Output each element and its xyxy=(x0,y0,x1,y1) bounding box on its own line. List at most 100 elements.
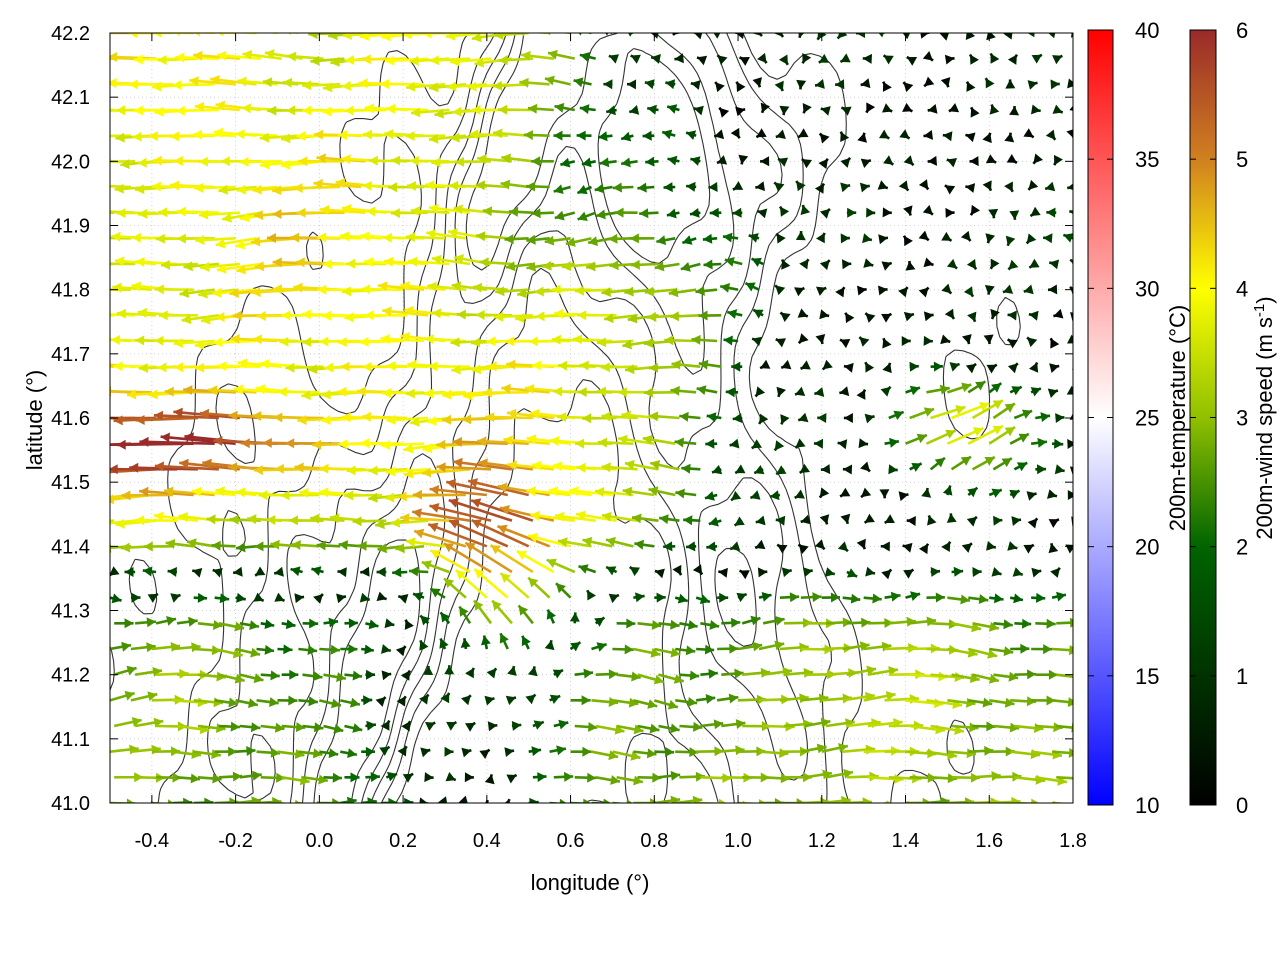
wind-arrow xyxy=(360,438,404,449)
wind-arrow xyxy=(340,748,358,758)
wind-arrow xyxy=(1014,618,1032,629)
wind-arrow xyxy=(599,157,617,168)
wind-arrow xyxy=(402,772,414,783)
wind-arrow xyxy=(708,182,718,192)
wind-arrow xyxy=(616,618,636,629)
wind-arrow xyxy=(594,487,634,497)
wind-arrow xyxy=(176,206,219,217)
wind-arrow xyxy=(216,50,261,61)
wind-arrow xyxy=(732,181,744,191)
wind-arrow xyxy=(582,536,613,548)
wind-arrow xyxy=(757,567,768,578)
wind-arrow xyxy=(532,720,545,730)
wind-arrow xyxy=(475,310,512,320)
wind-arrow xyxy=(259,359,303,369)
wind-arrow xyxy=(299,487,341,498)
wind-arrow xyxy=(110,313,136,317)
wind-arrow xyxy=(1035,618,1056,629)
wind-arrow xyxy=(302,722,324,733)
wind-arrow xyxy=(1054,464,1065,475)
wind-arrow xyxy=(903,311,915,322)
wind-arrow xyxy=(405,232,446,243)
wind-arrow xyxy=(547,33,571,36)
wind-arrow xyxy=(968,594,989,604)
wind-arrow xyxy=(578,564,597,574)
wind-arrow xyxy=(359,336,404,347)
wind-arrow xyxy=(879,489,890,499)
wind-arrow xyxy=(128,79,173,90)
wind-arrow xyxy=(709,207,722,218)
wind-arrow xyxy=(110,78,152,88)
wind-arrow xyxy=(963,286,975,298)
wind-arrow xyxy=(842,464,853,475)
wind-arrow xyxy=(591,798,613,803)
wind-arrow xyxy=(285,362,324,373)
wind-arrow xyxy=(725,387,739,398)
wind-arrow xyxy=(450,132,487,143)
wind-arrow xyxy=(968,647,998,659)
wind-arrow xyxy=(818,132,830,144)
wind-arrow xyxy=(888,464,898,475)
wind-arrow xyxy=(967,311,977,323)
wind-arrow xyxy=(760,156,770,167)
wind-arrow xyxy=(941,541,952,552)
wind-arrow xyxy=(988,488,1003,498)
wind-arrow xyxy=(930,567,941,577)
wind-arrow xyxy=(1062,233,1073,243)
wind-arrow xyxy=(361,644,374,655)
wind-arrow xyxy=(729,541,741,551)
wind-arrow xyxy=(708,516,722,527)
wind-arrow xyxy=(846,665,877,676)
wind-arrow xyxy=(478,458,534,471)
wind-arrow xyxy=(643,387,676,398)
wind-arrow xyxy=(989,52,1000,64)
wind-arrow xyxy=(757,208,768,219)
wind-arrow xyxy=(360,231,404,242)
wind-arrow xyxy=(254,541,278,552)
wind-arrow xyxy=(986,541,997,551)
wind-arrow xyxy=(930,361,943,372)
wind-arrow xyxy=(865,566,876,577)
wind-arrow xyxy=(544,235,571,246)
wind-arrow xyxy=(390,517,429,528)
wind-arrow xyxy=(614,207,638,218)
y-axis-label: latitude (°) xyxy=(22,370,47,471)
wind-arrow xyxy=(552,668,564,679)
wind-arrow xyxy=(544,75,571,86)
wind-arrow xyxy=(780,359,792,370)
wind-arrow xyxy=(685,181,697,192)
wind-arrow xyxy=(570,695,591,706)
wind-arrow xyxy=(880,541,890,552)
wind-arrow xyxy=(116,308,157,319)
wind-arrow xyxy=(344,312,387,323)
wind-arrow xyxy=(884,514,895,525)
wind-arrow xyxy=(319,748,339,759)
wind-arrow xyxy=(560,157,576,168)
x-tick-label: -0.4 xyxy=(135,830,169,852)
wind-arrow xyxy=(429,549,471,574)
wind-arrow xyxy=(695,285,718,296)
wind-arrow xyxy=(898,180,910,192)
wind-arrow xyxy=(681,463,701,474)
wind-arrow xyxy=(344,618,358,629)
wind-arrow xyxy=(134,717,164,728)
wind-arrow xyxy=(608,593,620,604)
wind-arrow xyxy=(818,158,829,169)
wind-arrow xyxy=(960,230,972,242)
wind-arrow xyxy=(444,746,454,757)
wind-arrow xyxy=(113,717,142,728)
wind-arrow xyxy=(500,179,529,190)
wind-arrow xyxy=(341,154,387,165)
wind-arrow xyxy=(573,77,592,88)
wind-arrow xyxy=(633,748,657,759)
wind-arrow xyxy=(452,457,513,471)
wind-arrow xyxy=(794,386,806,396)
wind-arrow xyxy=(1004,132,1015,143)
wind-arrow xyxy=(504,234,529,244)
wind-arrow xyxy=(361,411,408,422)
wind-arrow xyxy=(862,53,872,64)
wind-arrow xyxy=(723,335,739,346)
wind-arrow xyxy=(385,466,429,477)
wind-arrow xyxy=(760,102,770,114)
wind-arrow xyxy=(501,153,534,164)
